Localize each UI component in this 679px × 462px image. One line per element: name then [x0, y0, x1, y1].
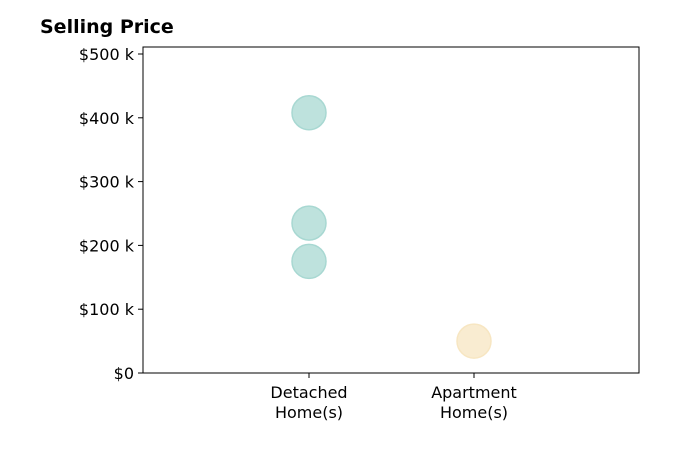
y-tick-label: $300 k — [79, 173, 135, 192]
data-point — [291, 243, 327, 280]
y-tick-label: $400 k — [79, 109, 135, 128]
x-tick-label: Home(s) — [275, 403, 343, 422]
y-tick-label: $0 — [114, 364, 134, 383]
y-tick-label: $100 k — [79, 300, 135, 319]
y-tick-label: $500 k — [79, 45, 135, 64]
x-tick-label: Detached — [270, 383, 347, 402]
data-point — [291, 205, 327, 241]
plot-area-frame — [142, 46, 640, 374]
data-point — [291, 94, 327, 131]
data-points — [291, 94, 492, 359]
data-point — [456, 323, 492, 359]
x-tick-label: Apartment — [431, 383, 517, 402]
y-tick-label: $200 k — [79, 236, 135, 255]
x-tick-label: Home(s) — [440, 403, 508, 422]
chart-title: Selling Price — [40, 16, 174, 38]
y-axis: $0 $100 k $200 k $300 k $400 k $500 k — [79, 45, 143, 383]
